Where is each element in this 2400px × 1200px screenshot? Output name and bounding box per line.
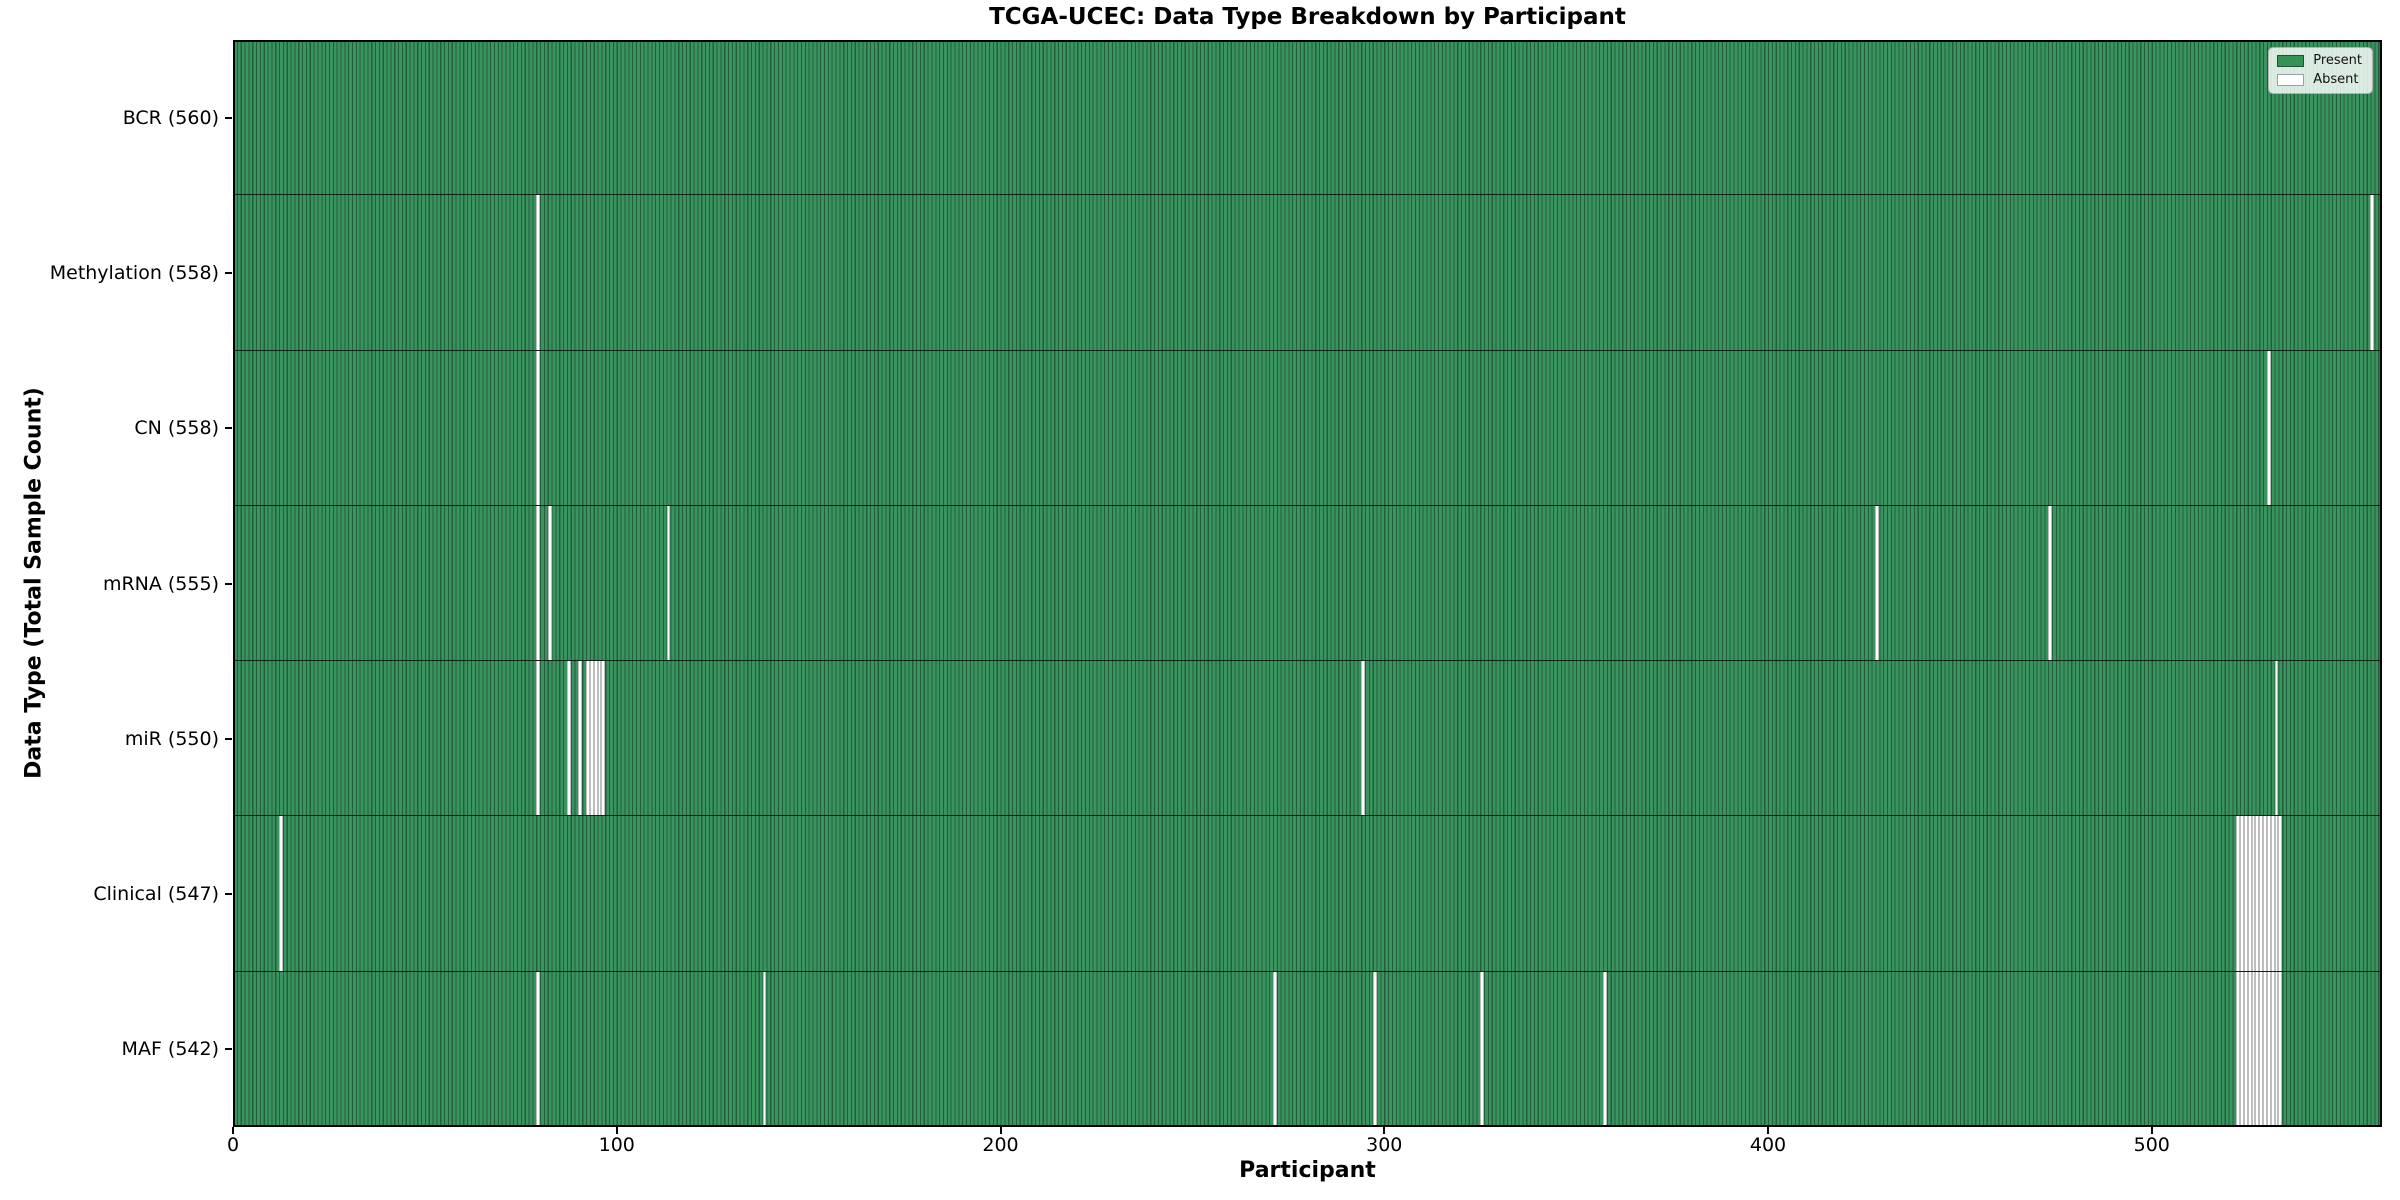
x-tick-label: 400	[1749, 1134, 1787, 1156]
absent-mark	[2236, 816, 2240, 971]
absent-mark	[1602, 971, 1607, 1127]
row-BCR	[233, 40, 2382, 196]
legend-label-absent: Absent	[2313, 72, 2359, 87]
present-swatch-icon	[2277, 55, 2305, 67]
absent-mark	[536, 661, 540, 816]
absent-mark	[1372, 971, 1377, 1127]
x-axis-label: Participant	[1239, 1158, 1376, 1183]
legend: Present Absent	[2268, 47, 2373, 94]
absent-mark	[2263, 971, 2267, 1127]
plot-area: Present Absent	[233, 40, 2382, 1127]
absent-mark	[2278, 816, 2283, 971]
absent-mark	[279, 816, 283, 971]
absent-mark	[1272, 971, 1277, 1127]
absent-mark	[1875, 505, 1880, 661]
absent-mark	[2251, 816, 2256, 971]
x-tick-mark	[2150, 1127, 2153, 1134]
x-tick-mark	[615, 1127, 618, 1134]
x-tick-mark	[1767, 1127, 1769, 1134]
absent-mark	[762, 971, 767, 1127]
chart-title: TCGA-UCEC: Data Type Breakdown by Partic…	[989, 4, 1626, 30]
y-tick-label: CN (558)	[134, 417, 219, 440]
absent-mark	[2274, 661, 2279, 816]
row-CN	[233, 350, 2382, 506]
row-MAF	[233, 971, 2382, 1127]
absent-mark	[2270, 816, 2275, 971]
row-mRNA	[233, 505, 2382, 662]
y-tick-mark	[225, 427, 232, 430]
y-tick-mark	[225, 737, 232, 740]
absent-mark	[2263, 816, 2267, 971]
absent-mark	[536, 195, 540, 350]
absent-mark	[1480, 971, 1485, 1127]
y-tick-label: Clinical (547)	[93, 883, 219, 906]
absent-mark	[597, 661, 602, 816]
absent-mark	[2240, 816, 2244, 971]
absent-mark	[2251, 971, 2256, 1127]
row-miR	[233, 661, 2382, 817]
absent-mark	[2255, 816, 2260, 971]
absent-mark	[2266, 350, 2271, 505]
absent-mark	[578, 661, 583, 816]
absent-mark	[2247, 971, 2252, 1127]
x-tick-mark	[232, 1127, 234, 1134]
absent-mark	[536, 971, 540, 1127]
y-tick-label: Methylation (558)	[49, 261, 219, 284]
x-tick-label: 100	[598, 1134, 635, 1156]
x-tick-label: 0	[226, 1134, 240, 1156]
absent-mark	[2243, 971, 2248, 1127]
x-tick-mark	[999, 1127, 1002, 1134]
absent-mark	[2240, 971, 2244, 1127]
absent-mark	[1361, 661, 1366, 816]
absent-mark	[536, 505, 540, 661]
absent-mark	[2236, 971, 2240, 1127]
absent-mark	[2243, 816, 2248, 971]
absent-mark	[2270, 971, 2275, 1127]
absent-mark	[666, 505, 671, 661]
y-tick-mark	[225, 271, 232, 274]
absent-mark	[601, 661, 606, 816]
absent-mark	[589, 661, 594, 816]
y-tick-label: miR (550)	[124, 727, 219, 750]
absent-mark	[2247, 816, 2252, 971]
y-tick-mark	[225, 1048, 232, 1051]
x-tick-label: 200	[982, 1134, 1019, 1156]
absent-mark	[593, 661, 598, 816]
absent-mark	[586, 661, 590, 816]
legend-label-present: Present	[2313, 53, 2362, 68]
x-tick-mark	[1383, 1127, 1386, 1134]
absent-mark	[2274, 816, 2279, 971]
absent-mark	[2274, 971, 2279, 1127]
absent-mark	[2278, 971, 2283, 1127]
absent-mark	[2370, 195, 2375, 350]
x-tick-label: 500	[2133, 1134, 2170, 1156]
y-tick-mark	[225, 893, 232, 896]
absent-mark	[566, 661, 571, 816]
x-tick-label: 300	[1366, 1134, 1403, 1156]
absent-mark	[2255, 971, 2260, 1127]
absent-mark	[2266, 816, 2271, 971]
absent-swatch-icon	[2277, 74, 2305, 86]
legend-item-present: Present	[2277, 54, 2362, 68]
absent-mark	[536, 350, 540, 505]
absent-mark	[2259, 816, 2264, 971]
absent-mark	[2048, 505, 2052, 661]
y-tick-label: MAF (542)	[121, 1038, 219, 1061]
legend-item-absent: Absent	[2277, 73, 2362, 87]
y-tick-mark	[225, 582, 232, 585]
row-Clinical	[233, 816, 2382, 972]
y-tick-mark	[225, 116, 232, 119]
y-tick-label: BCR (560)	[122, 106, 219, 129]
y-tick-label: mRNA (555)	[102, 572, 219, 595]
row-Methylation	[233, 195, 2382, 351]
absent-mark	[2259, 971, 2264, 1127]
absent-mark	[547, 505, 552, 661]
absent-mark	[2266, 971, 2271, 1127]
